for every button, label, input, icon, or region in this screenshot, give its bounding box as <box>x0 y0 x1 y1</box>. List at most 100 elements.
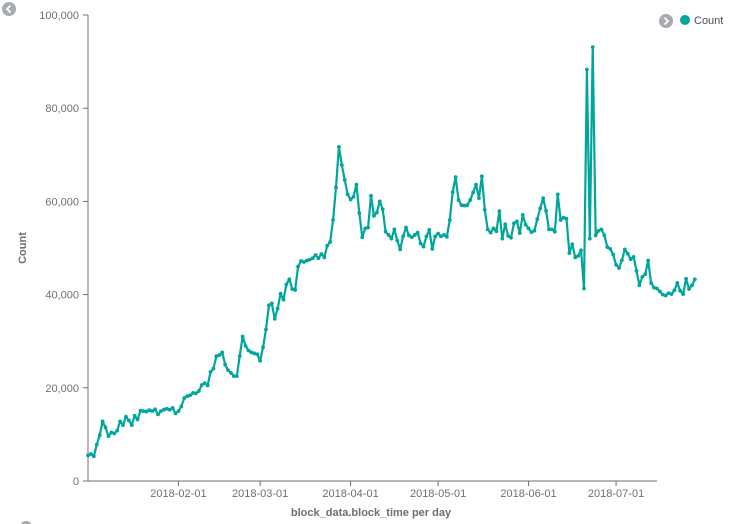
data-point[interactable] <box>634 268 639 273</box>
data-point[interactable] <box>573 255 578 260</box>
data-point[interactable] <box>628 257 633 262</box>
data-point[interactable] <box>383 229 388 234</box>
data-point[interactable] <box>337 144 341 149</box>
data-point[interactable] <box>547 227 551 232</box>
data-point[interactable] <box>681 292 686 297</box>
data-point[interactable] <box>561 215 566 220</box>
data-point[interactable] <box>564 216 569 221</box>
data-point[interactable] <box>293 288 298 292</box>
data-point[interactable] <box>97 433 102 438</box>
data-point[interactable] <box>637 283 642 288</box>
data-point[interactable] <box>392 227 397 232</box>
data-point[interactable] <box>369 193 373 198</box>
data-point[interactable] <box>614 262 618 267</box>
data-point[interactable] <box>602 233 607 238</box>
data-point[interactable] <box>421 244 426 249</box>
data-point[interactable] <box>278 291 283 296</box>
data-point[interactable] <box>185 394 190 399</box>
data-point[interactable] <box>313 253 318 257</box>
data-point[interactable] <box>94 442 99 447</box>
data-point[interactable] <box>258 358 263 363</box>
data-point[interactable] <box>159 409 163 413</box>
data-point[interactable] <box>506 233 511 238</box>
data-point[interactable] <box>430 247 435 251</box>
data-point[interactable] <box>503 222 508 227</box>
data-point[interactable] <box>655 286 659 291</box>
data-point[interactable] <box>150 409 155 413</box>
data-point[interactable] <box>643 272 648 276</box>
data-point[interactable] <box>252 351 257 356</box>
data-point[interactable] <box>669 292 674 297</box>
data-point[interactable] <box>208 370 213 374</box>
data-point[interactable] <box>477 196 481 201</box>
data-point[interactable] <box>404 225 408 230</box>
data-point[interactable] <box>479 174 484 179</box>
data-point[interactable] <box>465 203 470 208</box>
data-point[interactable] <box>520 213 525 217</box>
data-point[interactable] <box>684 276 688 281</box>
data-point[interactable] <box>325 243 330 248</box>
data-point[interactable] <box>657 289 662 294</box>
data-point[interactable] <box>363 226 368 231</box>
data-point[interactable] <box>109 430 114 435</box>
data-point[interactable] <box>86 453 90 458</box>
data-point[interactable] <box>118 419 122 424</box>
data-point[interactable] <box>243 343 248 348</box>
data-point[interactable] <box>182 396 187 400</box>
data-point[interactable] <box>357 211 362 215</box>
data-point[interactable] <box>167 407 172 412</box>
legend-item-count[interactable]: Count <box>680 15 723 27</box>
data-point[interactable] <box>205 383 210 388</box>
data-point[interactable] <box>692 277 697 282</box>
data-point[interactable] <box>156 412 160 417</box>
data-point[interactable] <box>494 229 499 234</box>
data-point[interactable] <box>622 247 627 252</box>
data-point[interactable] <box>234 374 239 379</box>
data-point[interactable] <box>582 286 586 291</box>
data-point[interactable] <box>412 233 417 237</box>
data-point[interactable] <box>549 227 554 232</box>
data-point[interactable] <box>407 233 411 238</box>
data-point[interactable] <box>605 245 610 249</box>
data-point[interactable] <box>567 251 572 256</box>
data-point[interactable] <box>500 236 505 241</box>
data-point[interactable] <box>220 350 225 355</box>
data-point[interactable] <box>649 281 653 285</box>
data-point[interactable] <box>482 207 487 212</box>
data-point[interactable] <box>485 227 490 232</box>
data-point[interactable] <box>593 233 598 238</box>
data-point[interactable] <box>334 185 338 190</box>
data-point[interactable] <box>389 236 394 241</box>
data-point[interactable] <box>596 228 601 233</box>
data-point[interactable] <box>558 218 563 222</box>
data-point[interactable] <box>660 292 665 297</box>
data-point[interactable] <box>590 45 595 50</box>
data-point[interactable] <box>409 235 414 240</box>
data-point[interactable] <box>646 258 651 263</box>
data-point[interactable] <box>386 233 391 237</box>
data-point[interactable] <box>284 282 289 287</box>
data-point[interactable] <box>147 408 152 413</box>
data-point[interactable] <box>112 431 117 436</box>
data-point[interactable] <box>640 274 645 279</box>
data-point[interactable] <box>281 297 286 302</box>
legend-toggle-icon[interactable] <box>659 14 673 28</box>
data-point[interactable] <box>366 225 370 230</box>
data-point[interactable] <box>194 391 198 396</box>
data-point[interactable] <box>535 217 540 222</box>
data-point[interactable] <box>360 235 365 240</box>
data-point[interactable] <box>302 260 306 264</box>
data-point[interactable] <box>427 227 432 232</box>
data-point[interactable] <box>509 235 513 240</box>
data-point[interactable] <box>599 227 604 232</box>
data-point[interactable] <box>617 266 621 270</box>
data-point[interactable] <box>514 219 519 224</box>
data-point[interactable] <box>450 190 455 194</box>
data-point[interactable] <box>491 226 496 231</box>
data-point[interactable] <box>124 414 128 419</box>
data-point[interactable] <box>161 407 166 412</box>
data-point[interactable] <box>170 405 175 410</box>
data-point[interactable] <box>453 175 458 180</box>
data-point[interactable] <box>552 229 557 234</box>
data-point[interactable] <box>672 288 677 293</box>
